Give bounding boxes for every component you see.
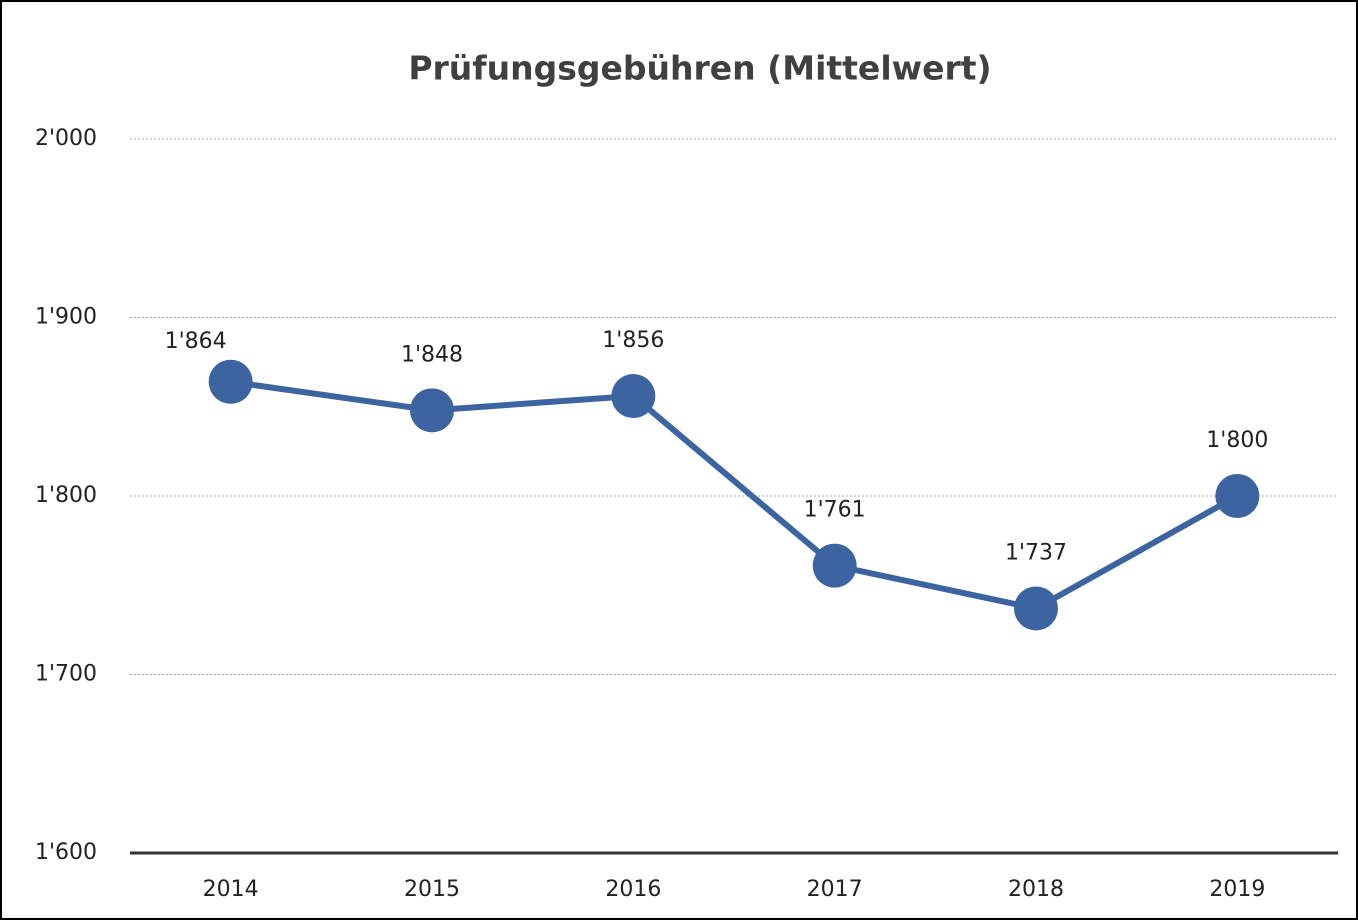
- x-tick-label: 2018: [1008, 877, 1064, 902]
- y-tick-label: 1'700: [35, 662, 97, 687]
- x-tick-label: 2016: [605, 877, 661, 902]
- data-point: [1215, 474, 1260, 518]
- y-tick-label: 2'000: [35, 126, 97, 151]
- data-point: [1014, 586, 1058, 631]
- data-line: [230, 378, 1239, 612]
- data-point: [410, 388, 454, 433]
- data-label: 1'864: [165, 329, 227, 354]
- data-label: 1'800: [1206, 428, 1268, 453]
- data-point: [208, 359, 253, 404]
- chart-title: Prüfungsgebühren (Mittelwert): [408, 49, 991, 88]
- data-point: [812, 543, 857, 588]
- data-label: 1'848: [401, 342, 463, 367]
- y-tick-label: 1'800: [35, 483, 97, 508]
- data-point: [611, 374, 656, 419]
- x-tick-label: 2015: [404, 877, 460, 902]
- x-tick-label: 2017: [807, 877, 863, 902]
- data-label: 1'761: [804, 498, 866, 523]
- data-label: 1'737: [1005, 540, 1067, 565]
- x-tick-label: 2014: [203, 877, 259, 902]
- data-label: 1'856: [602, 328, 664, 353]
- y-tick-label: 1'600: [35, 840, 97, 865]
- x-tick-label: 2019: [1209, 877, 1265, 902]
- y-tick-label: 1'900: [35, 305, 97, 330]
